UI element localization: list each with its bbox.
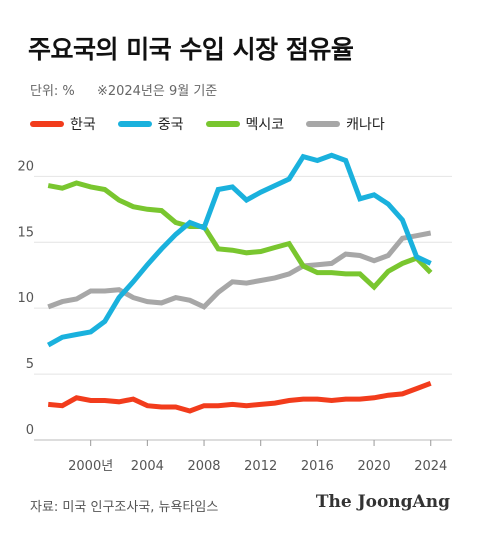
x-tick-label: 2024 bbox=[414, 459, 447, 474]
x-tick-label: 2004 bbox=[131, 459, 164, 474]
source-note: 자료: 미국 인구조사국, 뉴욕타임스 bbox=[30, 500, 219, 515]
legend-swatch-mexico bbox=[205, 121, 240, 127]
x-tick-label: 2012 bbox=[244, 459, 277, 474]
series-line-mexico bbox=[47, 180, 433, 291]
chart-title: 주요국의 미국 수입 시장 점유율 bbox=[28, 35, 354, 64]
y-tick-label: 0 bbox=[26, 423, 34, 438]
legend-swatch-china bbox=[117, 121, 152, 127]
chart-legend: 한국 중국 멕시코 캐나다 bbox=[30, 114, 407, 134]
y-tick-label: 10 bbox=[17, 291, 34, 306]
chart-meta: 단위: % ※2024년은 9월 기준 bbox=[30, 80, 217, 99]
series-line-korea bbox=[47, 380, 432, 414]
legend-item-china: 중국 bbox=[117, 114, 184, 134]
legend-label-china: 중국 bbox=[157, 117, 184, 133]
legend-label-mexico: 멕시코 bbox=[245, 117, 285, 133]
x-tick-label: 2016 bbox=[301, 459, 334, 474]
legend-label-korea: 한국 bbox=[70, 117, 96, 133]
y-tick-label: 20 bbox=[17, 159, 34, 174]
legend-swatch-canada bbox=[306, 121, 341, 127]
brand-logo: The JoongAng bbox=[315, 492, 450, 512]
x-tick-label: 2000년 bbox=[68, 459, 113, 474]
unit-label: 단위: % bbox=[30, 84, 75, 99]
y-tick-label: 15 bbox=[17, 225, 34, 240]
axes: 0 5 10 15 20 2000년 2004 2008 2012 2016 2020 2024 bbox=[17, 159, 447, 474]
date-note: ※2024년은 9월 기준 bbox=[96, 84, 218, 99]
x-tick-label: 2020 bbox=[358, 459, 391, 474]
series-lines bbox=[46, 152, 433, 414]
legend-item-mexico: 멕시코 bbox=[205, 114, 285, 134]
legend-swatch-korea bbox=[30, 121, 64, 127]
gridlines bbox=[34, 175, 452, 441]
y-tick-label: 5 bbox=[26, 357, 34, 372]
x-tick-label: 2008 bbox=[187, 459, 220, 474]
series-line-china bbox=[46, 152, 432, 348]
legend-label-canada: 캐나다 bbox=[346, 117, 385, 133]
series-line-canada bbox=[47, 230, 432, 310]
legend-item-canada: 캐나다 bbox=[306, 114, 385, 134]
legend-item-korea: 한국 bbox=[30, 114, 96, 134]
